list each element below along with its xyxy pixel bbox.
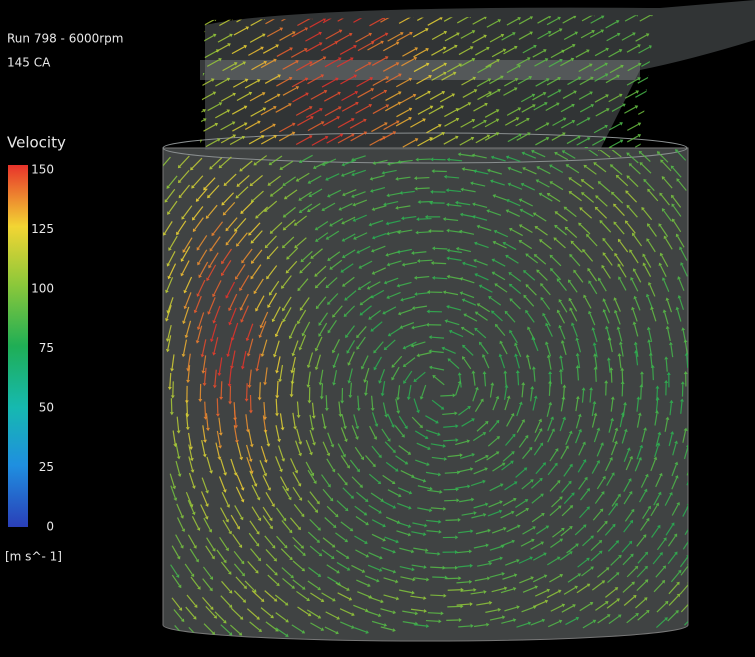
colorbar-tick-label: 75 [39, 341, 54, 355]
flow-arrow [440, 395, 452, 396]
flow-arrow [448, 590, 461, 591]
colorbar [8, 165, 28, 527]
flow-arrow [426, 621, 439, 622]
flow-arrow [418, 232, 430, 233]
angle-label: 145 CA [7, 56, 51, 70]
flow-arrow [322, 383, 323, 396]
flow-arrow [518, 373, 519, 385]
flow-arrow [549, 383, 550, 395]
run-label: Run 798 - 6000rpm [7, 32, 123, 46]
flow-arrow [217, 398, 218, 413]
colorbar-unit: [m s^- 1] [5, 550, 62, 564]
flow-arrow [561, 372, 562, 384]
flow-arrow [435, 248, 447, 249]
colorbar-tick-label: 50 [39, 401, 54, 415]
flow-arrow [432, 577, 445, 578]
flow-arrow [276, 399, 277, 414]
flow-arrow [417, 178, 429, 179]
flow-arrow [641, 387, 642, 399]
flow-arrow [277, 381, 278, 396]
colorbar-tick-label: 25 [39, 460, 54, 474]
flow-arrow [187, 400, 188, 414]
flow-arrow [445, 472, 457, 473]
flow-arrow [445, 520, 457, 521]
flow-arrow [596, 369, 597, 381]
flow-arrow [578, 368, 579, 380]
flow-arrow [326, 395, 327, 408]
colorbar-tick-label: 125 [31, 222, 54, 236]
visualization: Run 798 - 6000rpm 145 CA Velocity 150 125… [0, 0, 755, 657]
flow-arrow [247, 383, 248, 399]
flow-arrow [653, 368, 654, 380]
colorbar-title: Velocity [7, 134, 66, 152]
flow-arrow [435, 278, 447, 279]
flow-arrow [611, 370, 612, 382]
flow-arrow [443, 440, 455, 441]
flow-arrow [505, 373, 506, 385]
flow-arrow [260, 382, 261, 397]
flow-arrow [417, 188, 429, 189]
flow-arrow [434, 263, 446, 264]
flow-arrow [430, 595, 443, 596]
colorbar-tick-label: 0 [46, 520, 54, 534]
colorbar-tick-label: 150 [31, 163, 54, 177]
flow-arrow [420, 260, 432, 261]
colorbar-tick-label: 100 [31, 282, 54, 296]
flow-arrow [419, 219, 431, 220]
flow-arrow [205, 402, 206, 417]
flow-arrow [428, 613, 441, 614]
flow-arrow [221, 381, 222, 397]
flow-arrow [430, 567, 442, 568]
